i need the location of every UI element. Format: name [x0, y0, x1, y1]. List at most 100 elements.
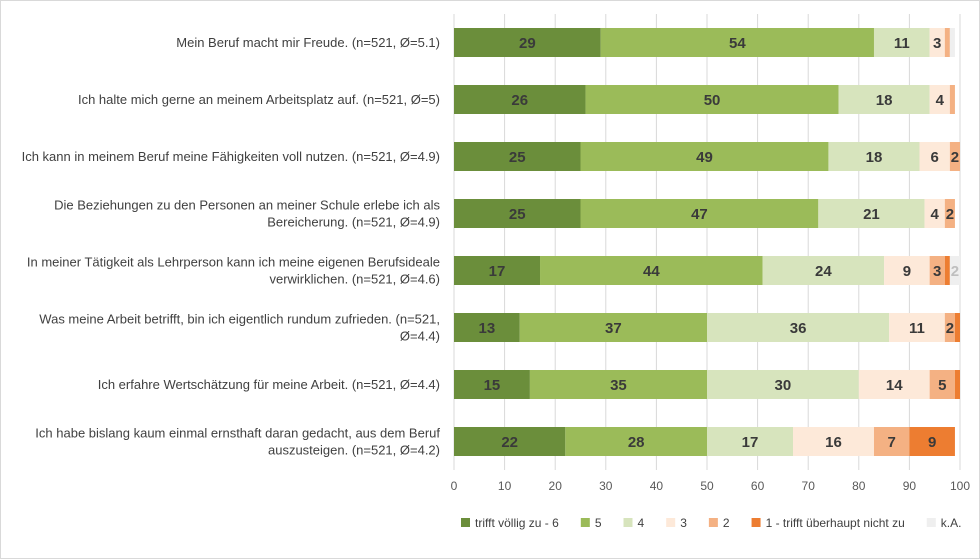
bar-segment — [884, 256, 930, 285]
bar-segment — [924, 199, 945, 228]
x-tick-label: 90 — [903, 479, 917, 493]
bar-segment — [519, 313, 707, 342]
data-label: 35 — [610, 377, 627, 394]
category-label: verwirklichen. (n=521, Ø=4.6) — [269, 272, 440, 287]
legend-swatch — [708, 518, 718, 527]
bar-segment — [949, 256, 960, 285]
bar-segment — [949, 142, 960, 171]
data-label: 5 — [938, 377, 946, 394]
bar-segment — [949, 85, 955, 114]
data-label: 16 — [825, 434, 842, 451]
data-label: 13 — [479, 320, 496, 337]
bar-segment — [873, 427, 910, 456]
data-label: 9 — [903, 263, 911, 280]
x-tick-label: 40 — [650, 479, 664, 493]
category-label: Was meine Arbeit betrifft, bin ich eigen… — [39, 312, 440, 327]
x-tick-label: 60 — [751, 479, 765, 493]
bar-segment — [944, 28, 950, 57]
bar-segment — [454, 28, 601, 57]
bar-segment — [585, 85, 839, 114]
data-label: 30 — [775, 377, 792, 394]
x-tick-label: 50 — [700, 479, 714, 493]
category-label: Bereicherung. (n=521, Ø=4.9) — [267, 215, 440, 230]
bar-segment — [529, 370, 707, 399]
data-label: 36 — [790, 320, 807, 337]
x-tick-label: 30 — [599, 479, 613, 493]
bar-segment — [580, 142, 829, 171]
bar-segment — [929, 28, 945, 57]
data-label: 28 — [628, 434, 645, 451]
bar-segment — [540, 256, 763, 285]
bar-segment — [909, 427, 955, 456]
legend-swatch — [751, 518, 761, 527]
x-tick-label: 0 — [451, 479, 458, 493]
bar-segment — [929, 256, 945, 285]
bar-segment — [818, 199, 925, 228]
bar-segment — [454, 427, 566, 456]
legend-swatch — [926, 518, 936, 527]
category-label: Ich halte mich gerne an meinem Arbeitspl… — [78, 92, 440, 107]
bar-segment — [929, 370, 955, 399]
bar-segment — [873, 28, 930, 57]
bar-segment — [600, 28, 874, 57]
data-label: 17 — [489, 263, 506, 280]
legend-swatch — [461, 518, 470, 527]
bar-segment — [707, 370, 859, 399]
legend-label: 3 — [680, 516, 687, 530]
data-label: 11 — [894, 35, 910, 52]
legend-label: k.A. — [941, 516, 962, 530]
x-tick-label: 100 — [950, 479, 970, 493]
data-label: 4 — [936, 92, 945, 109]
category-label: Ich habe bislang kaum einmal ernsthaft d… — [35, 426, 440, 441]
data-label: 9 — [928, 434, 936, 451]
category-label: In meiner Tätigkeit als Lehrperson kann … — [27, 255, 440, 270]
data-label: 3 — [933, 263, 941, 280]
category-label: Die Beziehungen zu den Personen an meine… — [54, 198, 440, 213]
data-label: 24 — [815, 263, 832, 280]
bar-segment — [454, 313, 520, 342]
data-label: 14 — [886, 377, 903, 394]
bar-segment — [919, 142, 950, 171]
bar-segment — [944, 256, 950, 285]
legend-label: 2 — [723, 516, 730, 530]
bar-segment — [454, 85, 586, 114]
category-label: Mein Beruf macht mir Freude. (n=521, Ø=5… — [176, 35, 440, 50]
data-label: 37 — [605, 320, 622, 337]
data-label: 7 — [888, 434, 896, 451]
bar-segment — [762, 256, 885, 285]
data-label: 4 — [931, 206, 940, 223]
legend-label: 5 — [595, 516, 602, 530]
data-label: 22 — [501, 434, 518, 451]
bar-segment — [454, 142, 581, 171]
bar-segment — [944, 199, 955, 228]
legend-label: 1 - trifft überhaupt nicht zu — [766, 516, 905, 530]
category-label: Ø=4.4) — [400, 329, 440, 344]
bar-segment — [580, 199, 819, 228]
bar-segment — [949, 28, 955, 57]
data-label: 25 — [509, 149, 526, 166]
data-label: 49 — [696, 149, 713, 166]
bar-segment — [454, 256, 541, 285]
bar-segment — [838, 85, 930, 114]
data-label: 47 — [691, 206, 708, 223]
data-label: 6 — [931, 149, 939, 166]
data-label: 3 — [933, 35, 941, 52]
bar-segment — [707, 313, 890, 342]
category-label: auszusteigen. (n=521, Ø=4.2) — [268, 443, 440, 458]
bar-segment — [929, 85, 950, 114]
bar-segment — [858, 370, 930, 399]
bar-segment — [793, 427, 874, 456]
data-label: 44 — [643, 263, 660, 280]
data-label: 18 — [876, 92, 893, 109]
data-label: 25 — [509, 206, 526, 223]
category-label: Ich erfahre Wertschätzung für meine Arbe… — [98, 377, 440, 392]
data-label: 11 — [909, 320, 925, 337]
x-tick-label: 80 — [852, 479, 866, 493]
data-label: 26 — [511, 92, 528, 109]
x-tick-label: 20 — [549, 479, 563, 493]
legend-label: 4 — [638, 516, 645, 530]
bar-segment — [454, 370, 530, 399]
x-tick-label: 70 — [802, 479, 816, 493]
data-label: 18 — [866, 149, 883, 166]
